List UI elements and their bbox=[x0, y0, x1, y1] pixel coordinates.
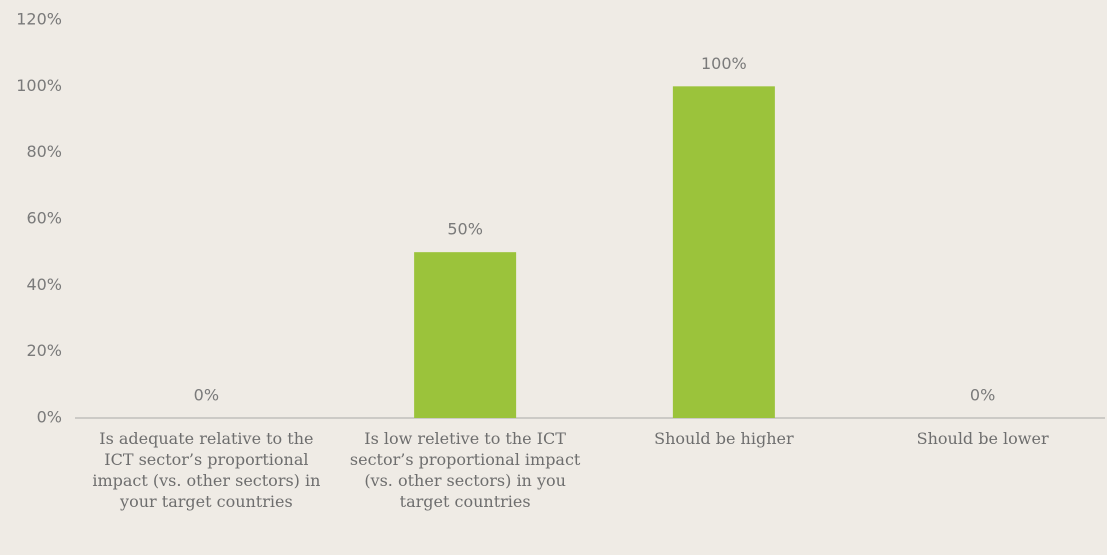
y-tick-label: 80% bbox=[26, 142, 62, 161]
data-label: 50% bbox=[447, 220, 483, 239]
y-tick-label: 120% bbox=[16, 10, 62, 29]
x-tick-label: Is adequate relative to the ICT sector’s… bbox=[92, 429, 321, 511]
y-tick-label: 60% bbox=[26, 209, 62, 228]
x-tick-label: Should be lower bbox=[916, 429, 1049, 448]
y-tick-label: 20% bbox=[26, 341, 62, 360]
data-label: 0% bbox=[970, 386, 995, 405]
y-tick-label: 0% bbox=[37, 408, 62, 427]
x-tick-label: Should be higher bbox=[654, 429, 794, 448]
x-tick-label: Is low reletive to the ICT sector’s prop… bbox=[349, 429, 581, 511]
bar bbox=[414, 252, 517, 418]
y-tick-label: 100% bbox=[16, 76, 62, 95]
data-label: 0% bbox=[194, 386, 219, 405]
bar bbox=[672, 86, 775, 418]
data-label: 100% bbox=[701, 54, 747, 73]
y-tick-label: 40% bbox=[26, 275, 62, 294]
